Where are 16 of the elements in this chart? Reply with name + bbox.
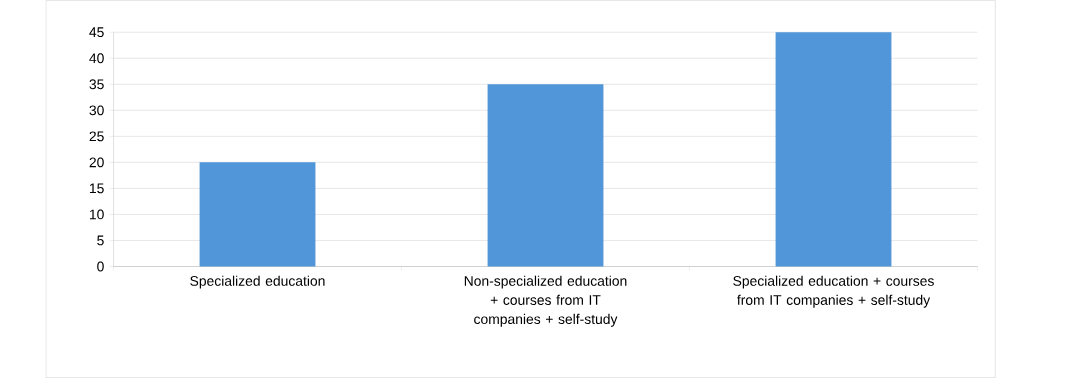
y-tick-label: 40	[89, 53, 104, 64]
bar	[487, 84, 604, 267]
y-tick-label: 35	[89, 79, 104, 90]
y-tick-label: 20	[89, 157, 104, 168]
y-tick-label: 45	[89, 27, 104, 38]
x-tick-label: Non-specialized education + courses from IT companies + self-study	[464, 275, 627, 327]
bar	[775, 32, 892, 267]
y-tick-label: 5	[97, 235, 104, 246]
y-tick-label: 10	[89, 209, 104, 220]
x-tick-label: Specialized education + courses from IT companies + self-study	[733, 275, 934, 308]
x-tick-label: Specialized education	[190, 275, 325, 289]
y-tick-label: 15	[89, 183, 104, 194]
y-tick-label: 30	[89, 105, 104, 116]
bar	[199, 162, 316, 267]
y-tick-label: 0	[97, 261, 104, 272]
y-tick-label: 25	[89, 131, 104, 142]
